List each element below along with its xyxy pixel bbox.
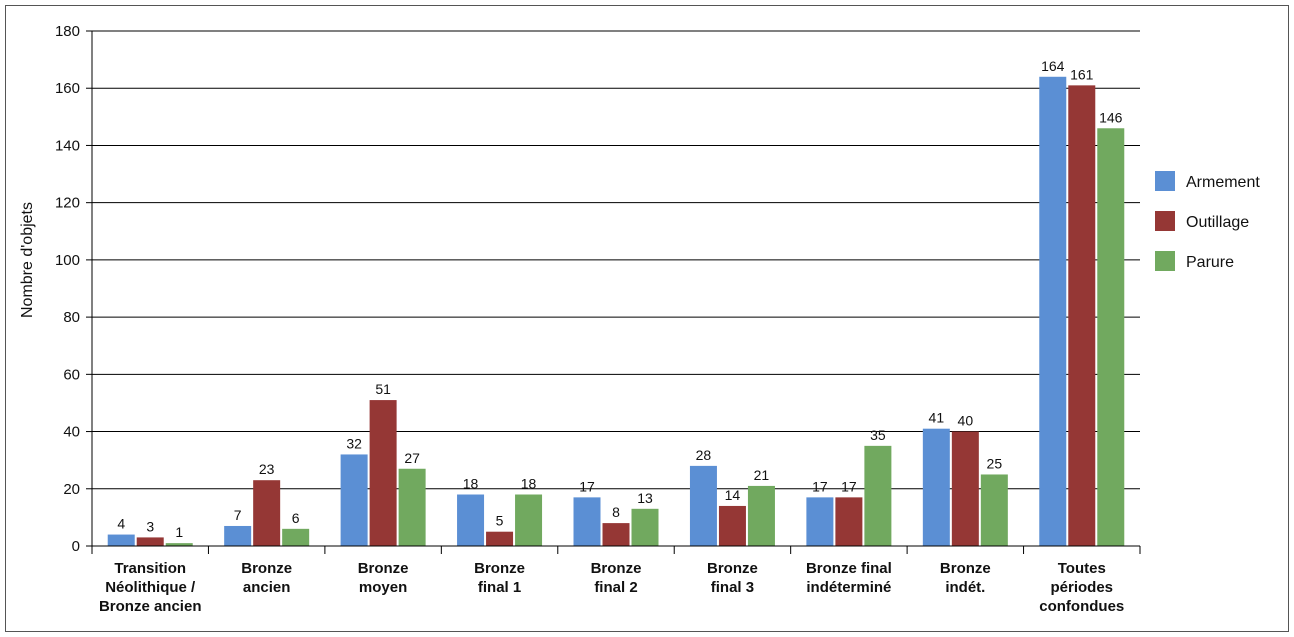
x-tick-label: final 1 [478, 579, 521, 596]
y-tick-label: 40 [63, 424, 80, 441]
data-label: 13 [637, 490, 653, 506]
y-tick-label: 0 [72, 538, 80, 555]
bar [1039, 76, 1067, 547]
y-tick-label: 80 [63, 309, 80, 326]
data-label: 35 [870, 427, 886, 443]
legend-swatch [1155, 211, 1175, 231]
x-tick-label: Bronze [591, 560, 642, 577]
y-tick-label: 120 [55, 195, 80, 212]
bar [980, 474, 1008, 546]
x-tick-label: Toutes [1058, 560, 1106, 577]
data-label: 161 [1070, 66, 1094, 82]
x-tick-label: ancien [243, 579, 291, 596]
x-tick-label: final 2 [594, 579, 637, 596]
legend: Armement Outillage Parure [1155, 171, 1260, 271]
bar [253, 480, 281, 546]
data-label: 5 [496, 513, 504, 529]
x-tick-label: indéterminé [806, 579, 891, 596]
data-label: 1 [175, 524, 183, 540]
y-tick-label: 180 [55, 23, 80, 40]
data-label: 146 [1099, 109, 1123, 125]
x-tick-label: Bronze [707, 560, 758, 577]
data-label: 51 [375, 381, 391, 397]
x-tick-label: Bronze ancien [99, 598, 202, 615]
data-label: 4 [117, 516, 125, 532]
data-label: 17 [579, 478, 595, 494]
y-tick-label: 60 [63, 366, 80, 383]
data-label: 17 [841, 478, 857, 494]
bar [922, 428, 950, 546]
x-tick-label: Transition [114, 560, 186, 577]
y-tick-label: 20 [63, 481, 80, 498]
legend-swatch [1155, 251, 1175, 271]
x-tick-label: Néolithique / [105, 579, 196, 596]
x-tick-label: Bronze [474, 560, 525, 577]
x-tick-label: final 3 [711, 579, 754, 596]
bar [747, 485, 775, 546]
data-label: 40 [958, 413, 974, 429]
data-label: 21 [754, 467, 770, 483]
x-tick-label: indét. [945, 579, 985, 596]
axes: 020406080100120140160180TransitionNéolit… [55, 23, 1141, 615]
bar [806, 497, 834, 546]
bar [398, 468, 426, 546]
bar [1068, 85, 1096, 546]
data-label: 164 [1041, 58, 1065, 74]
x-tick-label: Bronze [940, 560, 991, 577]
bar [718, 505, 746, 546]
bar [340, 454, 368, 546]
chart-frame [5, 5, 1289, 632]
bar [689, 465, 717, 546]
bar [165, 543, 193, 546]
x-tick-label: confondues [1039, 598, 1124, 615]
data-label: 7 [234, 507, 242, 523]
data-label: 28 [696, 447, 712, 463]
data-label: 14 [725, 487, 741, 503]
bar [1097, 128, 1125, 546]
bar [224, 525, 252, 546]
gridlines [92, 30, 1140, 490]
legend-entry: Outillage [1186, 214, 1249, 231]
legend-entry: Armement [1186, 174, 1260, 191]
bar [457, 494, 485, 546]
y-tick-label: 100 [55, 252, 80, 269]
bar [951, 431, 979, 546]
x-tick-label: Bronze [358, 560, 409, 577]
data-label: 23 [259, 461, 275, 477]
x-tick-label: Bronze final [806, 560, 892, 577]
data-label: 17 [812, 478, 828, 494]
data-label: 18 [521, 476, 537, 492]
data-label: 8 [612, 504, 620, 520]
x-tick-label: périodes [1051, 579, 1114, 596]
data-label: 32 [346, 435, 362, 451]
bar [631, 508, 659, 546]
bar [835, 497, 863, 546]
y-tick-label: 160 [55, 80, 80, 97]
legend-entry: Parure [1186, 254, 1234, 271]
legend-swatch [1155, 171, 1175, 191]
y-axis-label: Nombre d'objets [19, 202, 36, 318]
data-label: 3 [146, 518, 154, 534]
data-label: 6 [292, 510, 300, 526]
data-label: 18 [463, 476, 479, 492]
bar [369, 400, 397, 546]
data-label: 27 [404, 450, 420, 466]
bar [107, 534, 135, 546]
bar [573, 497, 601, 546]
bar [136, 537, 164, 546]
y-tick-label: 140 [55, 137, 80, 154]
bar [864, 445, 892, 546]
bar [602, 523, 630, 546]
bar [515, 494, 543, 546]
bar [282, 528, 310, 546]
x-tick-label: Bronze [241, 560, 292, 577]
x-tick-label: moyen [359, 579, 407, 596]
data-label: 41 [929, 410, 945, 426]
bar [486, 531, 514, 546]
data-label: 25 [987, 455, 1003, 471]
